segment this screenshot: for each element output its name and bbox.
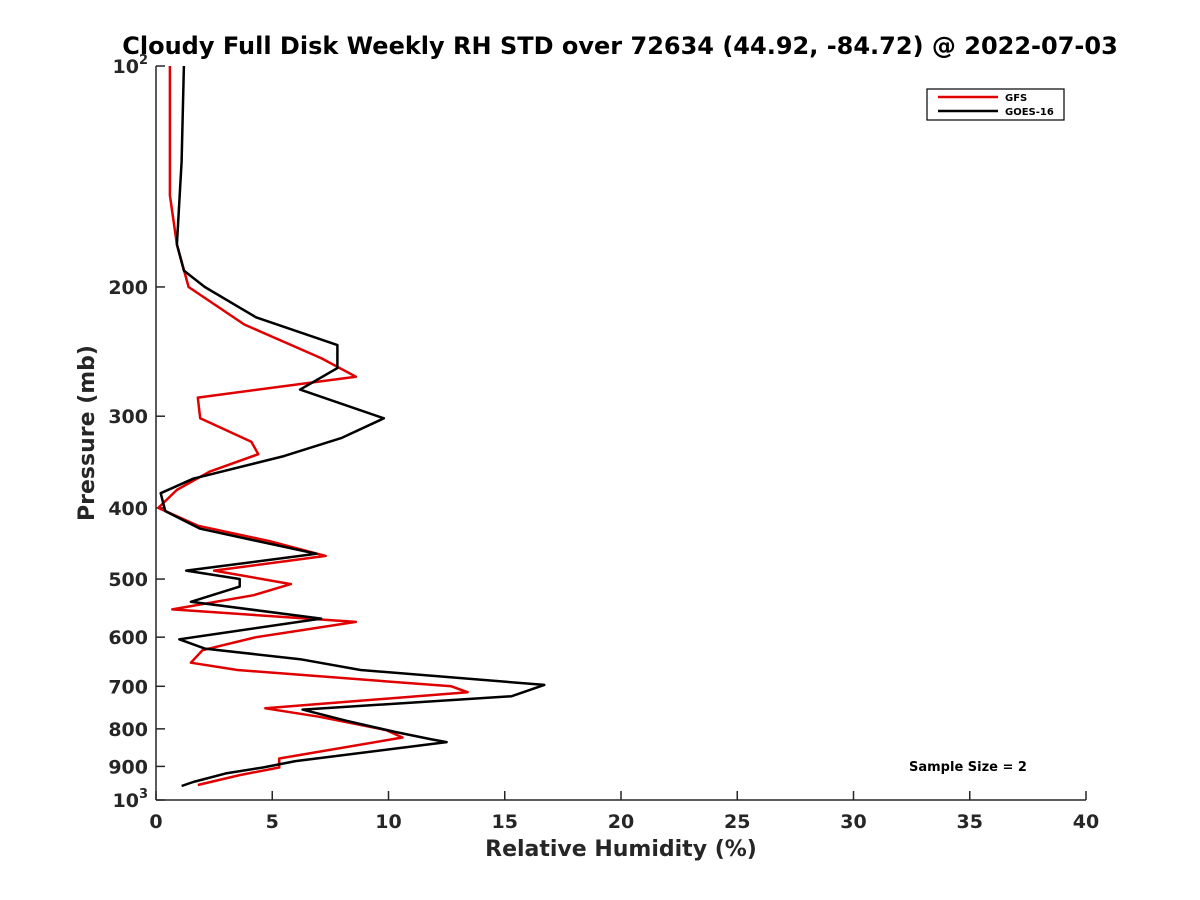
x-tick-label: 10 bbox=[375, 811, 401, 833]
x-tick-label: 40 bbox=[1073, 811, 1099, 833]
y-tick-label: 500 bbox=[108, 569, 148, 591]
y-tick-base: 400 bbox=[108, 498, 148, 520]
y-tick-label: 800 bbox=[108, 719, 148, 741]
y-tick-exponent: 3 bbox=[139, 787, 148, 802]
legend: GFS GOES-16 bbox=[926, 88, 1065, 121]
y-tick-label: 700 bbox=[108, 676, 148, 698]
x-tick-label: 25 bbox=[724, 811, 750, 833]
y-tick-base: 500 bbox=[108, 569, 148, 591]
x-axis-label: Relative Humidity (%) bbox=[485, 837, 757, 862]
y-tick-base: 10 bbox=[113, 56, 139, 78]
plot-area bbox=[155, 66, 1086, 801]
y-tick-label: 400 bbox=[108, 498, 148, 520]
x-tick-label: 0 bbox=[149, 811, 162, 833]
legend-label-gfs: GFS bbox=[1005, 93, 1027, 104]
x-tick-label: 15 bbox=[492, 811, 518, 833]
series-line-goes-16 bbox=[159, 65, 546, 788]
y-tick-label: 102 bbox=[113, 53, 149, 78]
series-lines bbox=[157, 65, 546, 788]
y-tick-base: 700 bbox=[108, 676, 148, 698]
y-tick-base: 800 bbox=[108, 719, 148, 741]
x-tick-label: 35 bbox=[957, 811, 983, 833]
legend-box bbox=[926, 88, 1065, 121]
legend-label-goes-16: GOES-16 bbox=[1005, 107, 1054, 118]
y-tick-label: 300 bbox=[108, 406, 148, 428]
y-tick-label: 200 bbox=[108, 277, 148, 299]
y-tick-exponent: 2 bbox=[139, 53, 148, 68]
y-axis-label: Pressure (mb) bbox=[75, 345, 100, 521]
x-tick-label: 5 bbox=[266, 811, 279, 833]
chart-title: Cloudy Full Disk Weekly RH STD over 7263… bbox=[122, 32, 1118, 60]
y-tick-base: 600 bbox=[108, 627, 148, 649]
y-tick-label: 600 bbox=[108, 627, 148, 649]
y-tick-base: 900 bbox=[108, 756, 148, 778]
y-tick-base: 10 bbox=[113, 790, 139, 812]
sample-size-annotation: Sample Size = 2 bbox=[909, 760, 1027, 775]
series-line-gfs bbox=[157, 66, 469, 787]
x-tick-label: 20 bbox=[608, 811, 634, 833]
y-tick-base: 300 bbox=[108, 406, 148, 428]
y-tick-label: 103 bbox=[113, 787, 149, 812]
x-tick-label: 30 bbox=[840, 811, 866, 833]
y-tick-base: 200 bbox=[108, 277, 148, 299]
y-tick-label: 900 bbox=[108, 756, 148, 778]
x-axis-ticks: 0 5 10 15 20 25 30 35 40 bbox=[149, 791, 1099, 833]
